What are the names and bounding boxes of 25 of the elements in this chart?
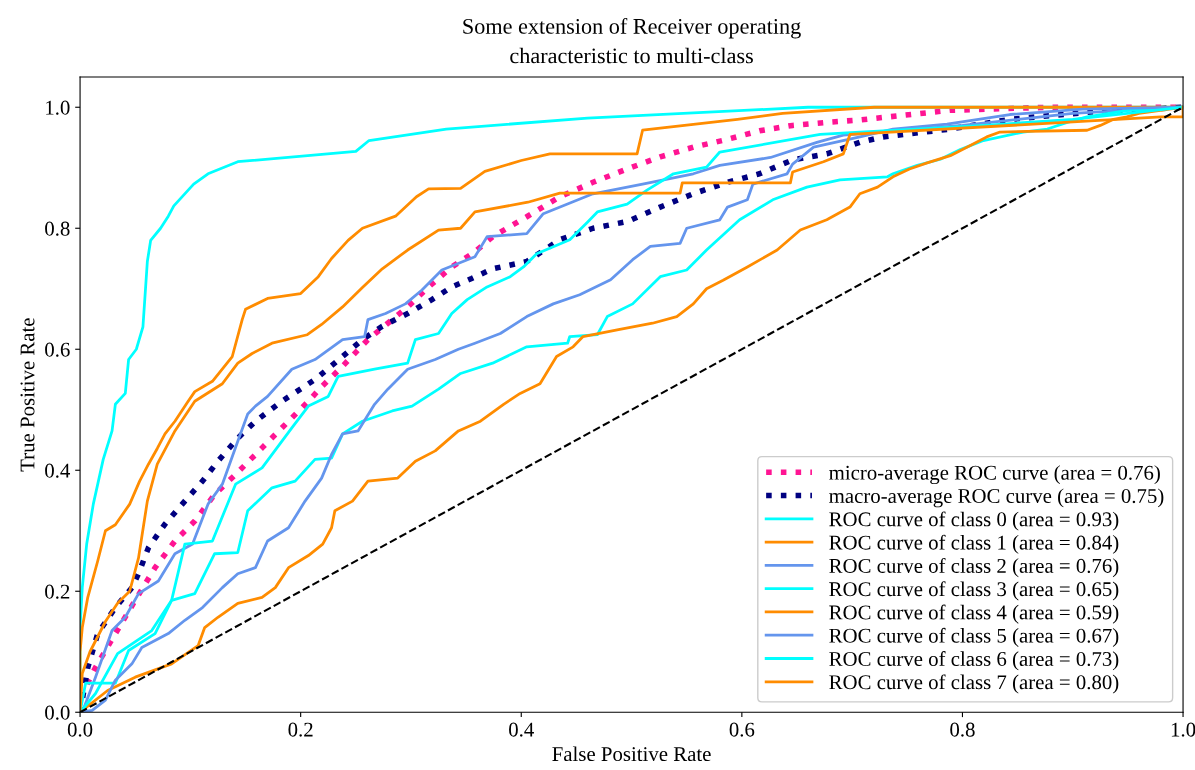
legend-label: ROC curve of class 7 (area = 0.80) bbox=[829, 674, 1119, 694]
y-tick-label: 1.0 bbox=[46, 100, 70, 115]
legend-label: ROC curve of class 2 (area = 0.76) bbox=[829, 558, 1119, 578]
y-tick-label: 0.4 bbox=[45, 463, 71, 478]
x-tick-label: 0.4 bbox=[509, 722, 534, 737]
x-axis-title: False Positive Rate bbox=[552, 746, 711, 762]
legend-label: micro-average ROC curve (area = 0.76) bbox=[829, 465, 1160, 485]
legend-label: ROC curve of class 0 (area = 0.93) bbox=[829, 511, 1119, 531]
x-tick-label: 0.8 bbox=[950, 722, 975, 737]
legend-label: ROC curve of class 3 (area = 0.65) bbox=[829, 581, 1119, 601]
legend-label: ROC curve of class 6 (area = 0.73) bbox=[829, 651, 1119, 671]
x-tick-label: 1.0 bbox=[1171, 722, 1195, 737]
legend-label: ROC curve of class 4 (area = 0.59) bbox=[829, 604, 1119, 624]
legend-label: ROC curve of class 1 (area = 0.84) bbox=[829, 534, 1119, 554]
x-tick-label: 0.6 bbox=[729, 722, 755, 737]
legend-label: macro-average ROC curve (area = 0.75) bbox=[829, 488, 1164, 508]
legend-label: ROC curve of class 5 (area = 0.67) bbox=[829, 627, 1119, 647]
y-tick-label: 0.0 bbox=[45, 705, 70, 720]
y-tick-label: 0.6 bbox=[45, 342, 70, 357]
x-tick-label: 0.2 bbox=[288, 722, 313, 737]
chart-title: Some extension of Receiver operating characteristic to multi-class bbox=[463, 18, 801, 64]
y-tick-label: 0.2 bbox=[45, 584, 70, 599]
y-axis-title: True Positive Rate bbox=[20, 318, 35, 472]
x-tick-label: 0.0 bbox=[67, 722, 93, 737]
y-tick-label: 0.8 bbox=[45, 221, 70, 236]
